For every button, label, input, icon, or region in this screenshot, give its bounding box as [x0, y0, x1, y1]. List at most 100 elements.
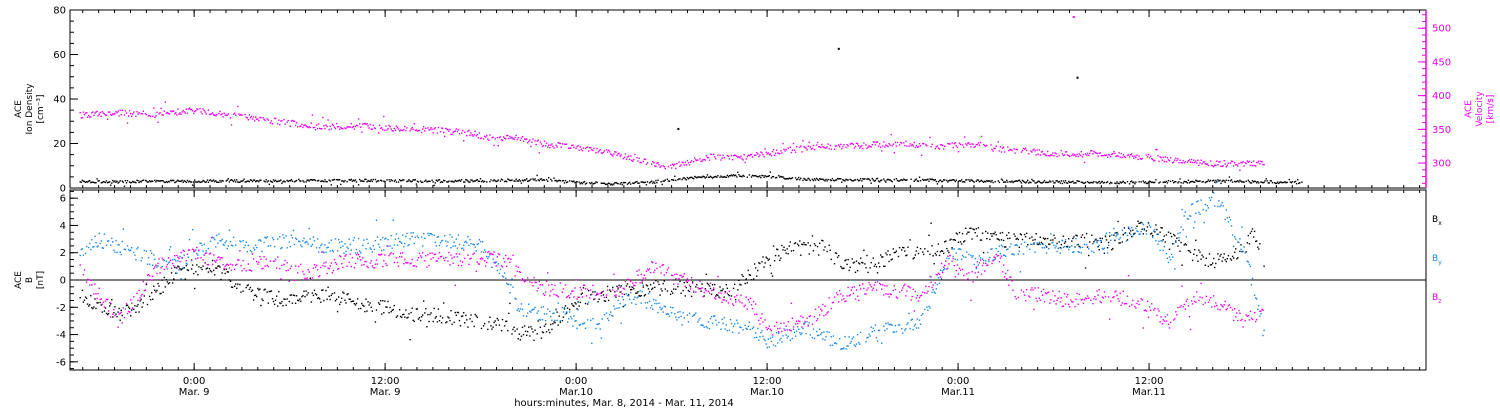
by-series-point [1224, 218, 1226, 221]
density-series-point [852, 180, 855, 182]
bz-series-point [947, 255, 949, 257]
density-series-point [513, 180, 515, 182]
bx-series-point [273, 303, 276, 305]
by-series-point [619, 302, 621, 305]
by-series-point [1240, 248, 1242, 251]
density-series-point [1225, 179, 1227, 181]
by-series-point [1234, 236, 1236, 238]
density-series-point [372, 178, 374, 181]
bx-series-point [526, 334, 528, 336]
velocity-series-point [163, 110, 165, 112]
by-series-point [398, 240, 401, 243]
by-series-point [168, 248, 171, 251]
bz-series-point [219, 258, 221, 261]
by-series-point [661, 307, 663, 309]
velocity-series-point [686, 159, 689, 162]
velocity-series-point [397, 128, 400, 130]
velocity-series-point [776, 149, 778, 151]
by-series-point [576, 327, 578, 330]
bz-series-point [640, 273, 642, 276]
by-series-point [708, 327, 711, 330]
bz-series-point [672, 274, 674, 277]
by-series-point [465, 240, 467, 242]
density-series-point [1205, 181, 1207, 183]
velocity-series-point [249, 116, 252, 119]
bx-series-point [167, 283, 170, 285]
density-series-point [362, 180, 364, 182]
by-series-point [651, 304, 653, 307]
bx-series-point [607, 299, 610, 302]
bx-series-point [1245, 251, 1247, 253]
bz-series-point [290, 265, 293, 267]
density-series-point [1061, 182, 1064, 185]
density-series-point [344, 179, 346, 182]
density-series-point [136, 179, 138, 181]
bx-series-point [505, 320, 507, 323]
density-series-point [270, 181, 273, 183]
velocity-series-point [727, 155, 730, 157]
bx-series-point [550, 323, 552, 326]
bx-series-point [798, 245, 800, 247]
bx-series-point [521, 326, 524, 328]
density-series-point [250, 179, 253, 181]
by-series-point [1041, 247, 1044, 249]
by-series-point [478, 239, 481, 241]
bz-series-point [533, 276, 535, 279]
bz-series-point [532, 285, 534, 287]
bz-series-point [458, 253, 461, 255]
velocity-series-point [734, 154, 736, 156]
by-series-point [889, 323, 891, 326]
bx-series-point [1218, 258, 1220, 261]
by-series-point [315, 247, 318, 249]
bx-series-point [225, 268, 227, 270]
velocity-series-point [1152, 158, 1154, 161]
density-series-point [264, 181, 266, 183]
density-series-point [1005, 181, 1007, 183]
velocity-series-point [655, 165, 657, 168]
bx-series-point [456, 311, 459, 314]
by-series-point [1226, 217, 1228, 219]
by-series-point [884, 329, 886, 332]
velocity-series-point [293, 120, 296, 123]
bx-series-point [465, 314, 467, 317]
bx-series-point [194, 287, 196, 290]
bx-series-point [1211, 262, 1214, 264]
density-series-point [899, 179, 902, 181]
by-series-point [222, 243, 224, 246]
density-series-point [438, 179, 441, 181]
density-series-point [1000, 178, 1003, 180]
bx-series-point [1033, 243, 1035, 245]
velocity-series-point [109, 111, 111, 113]
bz-series-point [112, 313, 114, 315]
bz-series-point [1011, 280, 1013, 282]
bx-series-point [154, 289, 156, 291]
density-series-point [916, 180, 919, 182]
by-series-point [570, 316, 572, 318]
density-series-point [133, 181, 135, 183]
density-series-point [291, 180, 294, 182]
bz-series-point [794, 323, 797, 325]
velocity-series-point [1184, 161, 1186, 163]
velocity-series-point [306, 126, 308, 128]
velocity-series-point [121, 109, 123, 112]
bz-series-point [887, 293, 889, 295]
density-series-point [298, 178, 300, 181]
by-series-point [93, 245, 95, 248]
by-series-point [895, 330, 898, 333]
velocity-series-point [295, 122, 298, 124]
bx-series-point [289, 294, 291, 296]
by-series-point [300, 244, 302, 246]
bx-series-point [393, 304, 395, 307]
bx-series-point [819, 242, 821, 244]
bx-series-point [110, 303, 112, 305]
by-series-point [975, 267, 977, 270]
density-series-point [439, 181, 442, 184]
by-series-point [853, 344, 856, 346]
density-series-point [111, 182, 113, 184]
density-series-point [1163, 181, 1165, 183]
velocity-series-point [1136, 154, 1138, 156]
bx-series-point [848, 269, 850, 272]
by-series-point [857, 341, 860, 344]
density-series-point [1086, 181, 1089, 183]
velocity-series-point [851, 142, 853, 145]
